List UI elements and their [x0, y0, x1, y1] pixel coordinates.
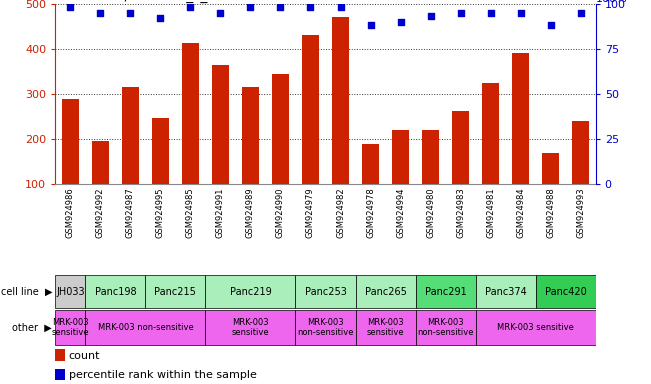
Text: Panc265: Panc265 — [365, 287, 406, 297]
Bar — [542, 153, 559, 230]
Bar — [62, 99, 79, 230]
Text: GSM924986: GSM924986 — [66, 187, 75, 238]
Point — [365, 22, 376, 28]
Text: MRK-003
non-sensitive: MRK-003 non-sensitive — [298, 318, 353, 337]
Bar — [92, 141, 109, 230]
Bar — [272, 74, 289, 230]
Bar — [302, 35, 319, 230]
Bar — [422, 130, 439, 230]
Text: GSM924979: GSM924979 — [306, 187, 315, 238]
Text: Panc198: Panc198 — [94, 287, 136, 297]
Bar — [452, 111, 469, 230]
Point — [305, 4, 316, 10]
Bar — [242, 87, 258, 230]
Text: other  ▶: other ▶ — [12, 322, 52, 333]
Point — [65, 4, 76, 10]
Bar — [55, 349, 65, 361]
Text: Panc219: Panc219 — [230, 287, 271, 297]
Bar — [536, 275, 596, 308]
Point — [486, 10, 496, 16]
Text: MRK-003 sensitive: MRK-003 sensitive — [497, 323, 574, 332]
Text: Panc420: Panc420 — [545, 287, 587, 297]
Bar — [572, 121, 589, 230]
Text: GSM924993: GSM924993 — [576, 187, 585, 238]
Text: GSM924988: GSM924988 — [546, 187, 555, 238]
Text: percentile rank within the sample: percentile rank within the sample — [69, 370, 256, 380]
Text: GSM924983: GSM924983 — [456, 187, 465, 238]
Bar — [55, 369, 65, 380]
Point — [516, 10, 526, 16]
Text: cell line  ▶: cell line ▶ — [1, 287, 52, 297]
Point — [125, 10, 135, 16]
Text: Panc253: Panc253 — [305, 287, 346, 297]
Bar — [122, 87, 139, 230]
Text: Panc374: Panc374 — [485, 287, 527, 297]
Bar — [206, 275, 296, 308]
Text: MRK-003
non-sensitive: MRK-003 non-sensitive — [417, 318, 474, 337]
Text: JH033: JH033 — [56, 287, 85, 297]
Bar — [415, 275, 476, 308]
Point — [215, 10, 226, 16]
Text: 100%: 100% — [596, 0, 628, 4]
Bar — [182, 43, 199, 230]
Bar — [85, 310, 206, 345]
Text: MRK-003
sensitive: MRK-003 sensitive — [367, 318, 404, 337]
Text: GSM924994: GSM924994 — [396, 187, 405, 238]
Point — [425, 13, 436, 20]
Point — [575, 10, 586, 16]
Text: GSM924992: GSM924992 — [96, 187, 105, 238]
Bar — [476, 275, 536, 308]
Text: GSM924982: GSM924982 — [336, 187, 345, 238]
Text: GSM924989: GSM924989 — [246, 187, 255, 238]
Text: GSM924984: GSM924984 — [516, 187, 525, 238]
Point — [275, 4, 286, 10]
Bar — [415, 310, 476, 345]
Text: count: count — [69, 351, 100, 361]
Text: Panc215: Panc215 — [154, 287, 197, 297]
Text: GSM924991: GSM924991 — [216, 187, 225, 238]
Text: GSM924978: GSM924978 — [366, 187, 375, 238]
Text: Panc291: Panc291 — [424, 287, 467, 297]
Bar — [332, 17, 349, 230]
Point — [335, 4, 346, 10]
Bar — [206, 310, 296, 345]
Point — [245, 4, 256, 10]
Text: GSM924981: GSM924981 — [486, 187, 495, 238]
Bar — [55, 275, 85, 308]
Point — [395, 19, 406, 25]
Bar — [152, 118, 169, 230]
Point — [186, 4, 196, 10]
Point — [95, 10, 105, 16]
Point — [456, 10, 466, 16]
Bar — [296, 275, 355, 308]
Text: GSM924980: GSM924980 — [426, 187, 435, 238]
Bar — [482, 83, 499, 230]
Text: MRK-003 non-sensitive: MRK-003 non-sensitive — [98, 323, 193, 332]
Bar — [55, 310, 85, 345]
Bar — [512, 53, 529, 230]
Text: GSM924985: GSM924985 — [186, 187, 195, 238]
Bar — [212, 65, 229, 230]
Bar — [393, 130, 409, 230]
Bar — [362, 144, 379, 230]
Text: MRK-003
sensitive: MRK-003 sensitive — [51, 318, 89, 337]
Bar — [476, 310, 596, 345]
Bar — [296, 310, 355, 345]
Bar — [355, 275, 415, 308]
Text: GSM924995: GSM924995 — [156, 187, 165, 238]
Point — [155, 15, 165, 22]
Text: GDS4342 / 212405_s_at: GDS4342 / 212405_s_at — [55, 0, 222, 3]
Point — [546, 22, 556, 28]
Bar — [355, 310, 415, 345]
Bar — [85, 275, 145, 308]
Bar — [145, 275, 206, 308]
Text: GSM924987: GSM924987 — [126, 187, 135, 238]
Text: MRK-003
sensitive: MRK-003 sensitive — [232, 318, 270, 337]
Text: GSM924990: GSM924990 — [276, 187, 285, 238]
